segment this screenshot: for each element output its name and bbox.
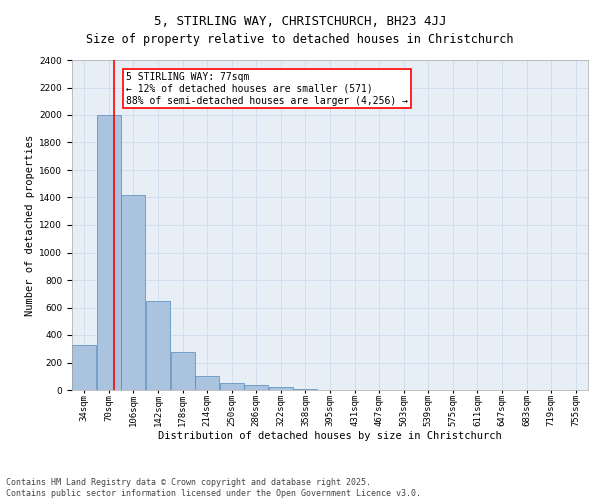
Text: Size of property relative to detached houses in Christchurch: Size of property relative to detached ho… [86, 32, 514, 46]
X-axis label: Distribution of detached houses by size in Christchurch: Distribution of detached houses by size … [158, 430, 502, 440]
Bar [244, 384, 268, 390]
Bar [72, 346, 97, 390]
Text: 5, STIRLING WAY, CHRISTCHURCH, BH23 4JJ: 5, STIRLING WAY, CHRISTCHURCH, BH23 4JJ [154, 15, 446, 28]
Bar [170, 352, 194, 390]
Bar [220, 384, 244, 390]
Y-axis label: Number of detached properties: Number of detached properties [25, 134, 35, 316]
Text: 5 STIRLING WAY: 77sqm
← 12% of detached houses are smaller (571)
88% of semi-det: 5 STIRLING WAY: 77sqm ← 12% of detached … [126, 72, 408, 106]
Bar [97, 115, 121, 390]
Bar [146, 300, 170, 390]
Bar [293, 388, 317, 390]
Bar [195, 376, 219, 390]
Text: Contains HM Land Registry data © Crown copyright and database right 2025.
Contai: Contains HM Land Registry data © Crown c… [6, 478, 421, 498]
Bar [121, 194, 145, 390]
Bar [269, 386, 293, 390]
